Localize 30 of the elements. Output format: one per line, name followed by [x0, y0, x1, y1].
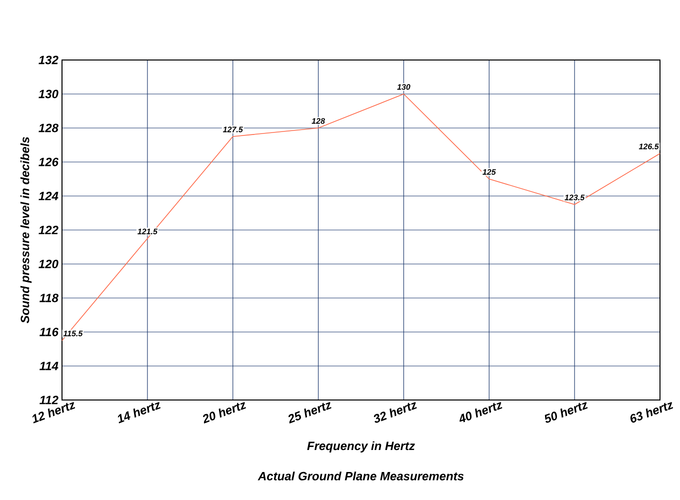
y-tick-label: 128 — [38, 124, 58, 132]
x-axis-title: Frequency in Hertz — [307, 441, 415, 453]
data-label: 123.5 — [564, 194, 585, 200]
y-axis-title: Sound pressure level in decibels — [20, 137, 32, 324]
x-tick-label: 14 hertz — [118, 402, 160, 424]
y-tick-label: 118 — [40, 294, 58, 302]
data-label: 115.5 — [63, 330, 83, 336]
x-tick-label: 40 hertz — [460, 402, 502, 422]
data-label: 125 — [482, 169, 496, 175]
y-tick-label: 132 — [38, 56, 58, 64]
line-series — [62, 94, 660, 341]
y-tick-label: 112 — [40, 396, 58, 404]
y-tick-label: 122 — [38, 226, 58, 234]
y-tick-label: 124 — [38, 192, 58, 200]
x-tick-label: 63 hertz — [630, 402, 674, 423]
y-tick-label: 116 — [40, 328, 59, 336]
data-label: 128 — [312, 118, 325, 124]
data-label: 130 — [397, 84, 410, 90]
data-label: 121.5 — [138, 228, 158, 234]
text: Actual Ground Plane Measurements — [258, 472, 464, 480]
x-tick-label: 50 hertz — [544, 402, 588, 423]
data-label: 127.5 — [222, 126, 243, 132]
y-tick-label: 120 — [38, 260, 58, 268]
data-label: 126.5 — [638, 144, 659, 150]
y-tick-label: 114 — [40, 362, 58, 370]
x-tick-label: 32 hertz — [374, 402, 417, 423]
x-tick-label: 25 hertz — [288, 402, 332, 424]
y-tick-label: 126 — [38, 158, 59, 166]
y-tick-label: 130 — [38, 90, 58, 98]
x-tick-label: 20 hertz — [203, 402, 246, 424]
